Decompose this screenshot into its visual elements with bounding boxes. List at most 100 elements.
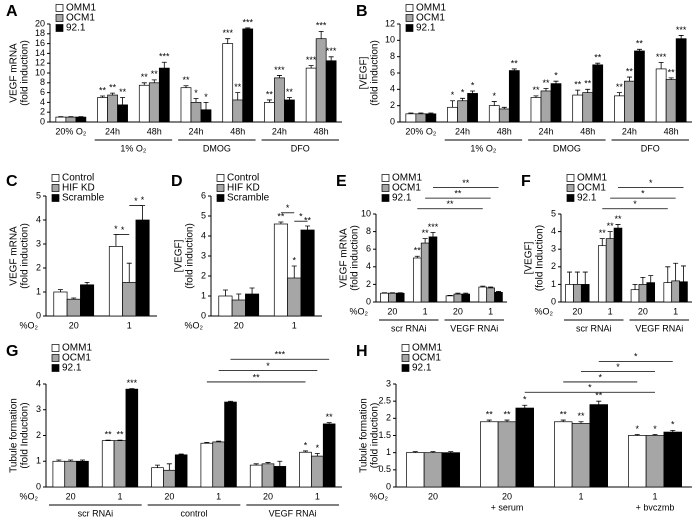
bar [634,50,645,123]
y-axis-label: (fold induction) [350,225,361,291]
bar [645,435,665,488]
bar [671,280,680,303]
error-bar [183,85,189,88]
significance-label: ** [595,391,603,401]
error-bar [575,89,581,96]
error-bar [328,56,334,61]
x-tick-label: 20% O₂ [405,126,437,136]
y-tick-label: 18 [35,28,45,38]
error-bar [140,205,146,220]
x-tick-label: 1 [488,306,493,316]
significance-label: ** [594,53,602,63]
y-tick-label: 0 [36,310,41,320]
legend-label: OMM1 [577,173,607,184]
legend-swatch [401,344,410,352]
significance-label: *** [676,25,687,35]
bar [423,452,443,488]
bar [64,460,77,488]
y-tick-label: 0 [551,296,556,306]
x-tick-label: 1 [216,491,221,501]
legend-label: Scramble [62,193,105,204]
x-tick-label: 20 [164,491,174,501]
significance-label: * [671,420,675,430]
y-tick-label: 14 [35,48,45,58]
error-bar [266,99,272,103]
x-tick-label: 48h [147,126,162,136]
bar [180,87,192,123]
significance-label: ** [574,80,582,90]
comparison-label: ** [447,199,455,209]
bar [554,421,573,488]
bar [395,292,405,303]
significance-label: * [461,88,465,98]
bar [218,295,233,317]
y-tick-label: 12 [385,18,395,28]
significance-label: ** [560,409,568,419]
error-bar [117,439,123,441]
group-label: + bvczmb [636,502,675,512]
error-bar [533,95,539,98]
group-label: + serum [491,502,524,512]
panel-label: C [6,173,18,190]
legend-swatch [566,184,575,192]
bar [273,223,288,317]
significance-label: * [114,224,118,234]
y-tick-label: 1 [201,290,206,300]
bar [572,94,584,123]
bar [325,60,337,123]
x-tick-label: 20 [572,306,582,316]
legend-swatch [55,14,64,22]
bar [249,464,263,488]
bar [488,105,500,123]
significance-label: ** [584,79,592,89]
y-tick-label: 10 [385,35,395,45]
bar [138,84,150,123]
bar [380,292,389,303]
legend-label: 92.1 [416,23,436,34]
x-tick-label: 1 [608,306,613,316]
comparison-label: * [616,362,620,372]
error-bar [626,76,632,82]
significance-label: ** [182,75,190,85]
legend-label: OMM1 [416,3,446,14]
y-tick-label: 10 [361,208,371,218]
group-label: DFO [291,143,310,153]
group-label: DMOG [553,143,581,153]
significance-label: ** [266,89,274,99]
comparison-label: ** [454,189,462,199]
legend-swatch [381,184,390,192]
y-tick-label: 6 [201,190,206,200]
error-bar [430,451,436,453]
bar [638,284,648,303]
legend-label: 92.1 [66,23,86,34]
error-bar [161,61,167,69]
error-bar [418,112,424,114]
panel-label: H [356,343,368,360]
error-bar [71,297,77,300]
y-tick-label: 4 [201,230,206,240]
panel-label: B [356,3,368,20]
error-bar [154,464,160,468]
significance-label: ** [141,72,149,82]
y-tick-label: 3 [36,404,41,414]
error-bar [463,292,469,295]
x-tick-label: 24h [538,126,553,136]
error-bar [80,459,86,462]
significance-label: * [141,195,145,205]
error-bar [225,38,231,44]
significance-label: * [471,80,475,90]
group-label: DFO [641,143,660,153]
error-bar [668,77,674,80]
y-tick-label: 1 [386,447,391,457]
legend-label: OMM1 [412,343,442,354]
y-tick-label: 4 [366,261,371,271]
y-axis-label: (fold induction) [20,223,31,289]
significance-label: * [194,88,198,98]
significance-label: ** [105,430,113,440]
significance-label: ** [326,412,334,422]
y-tick-label: 8 [366,226,371,236]
significance-label: * [493,91,497,101]
legend-swatch [401,364,410,372]
legend-swatch [51,174,60,182]
significance-label: ** [577,411,585,421]
